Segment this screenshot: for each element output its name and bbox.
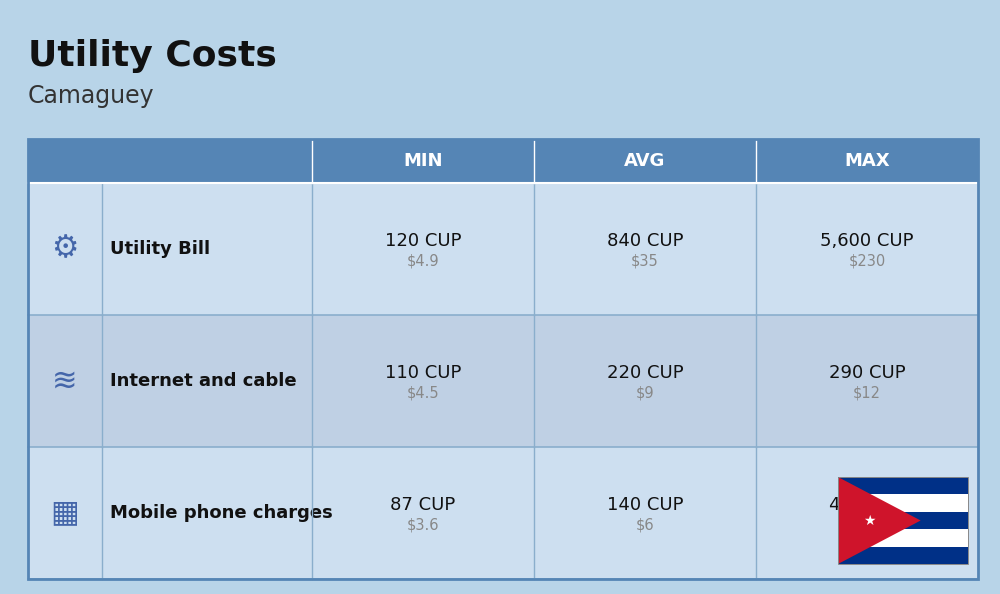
Text: ⚙: ⚙ — [51, 235, 79, 264]
Text: $6: $6 — [636, 517, 654, 532]
Text: 840 CUP: 840 CUP — [607, 232, 683, 250]
Text: MAX: MAX — [844, 152, 890, 170]
Bar — [838, 546, 968, 564]
Text: Mobile phone charges: Mobile phone charges — [110, 504, 333, 522]
Text: ≋: ≋ — [52, 366, 78, 396]
Text: Utility Costs: Utility Costs — [28, 39, 277, 73]
Text: Internet and cable: Internet and cable — [110, 372, 297, 390]
Text: MIN: MIN — [403, 152, 443, 170]
Text: 140 CUP: 140 CUP — [607, 496, 683, 514]
Text: $4.9: $4.9 — [407, 254, 439, 268]
Text: Camaguey: Camaguey — [28, 84, 155, 108]
Bar — [838, 494, 968, 512]
Text: 430 CUP: 430 CUP — [829, 496, 905, 514]
Bar — [28, 315, 978, 447]
Polygon shape — [838, 477, 921, 564]
Text: $3.6: $3.6 — [407, 517, 439, 532]
Bar — [838, 529, 968, 546]
Text: $9: $9 — [636, 386, 654, 400]
Text: $35: $35 — [631, 254, 659, 268]
Bar — [838, 512, 968, 529]
Text: $18: $18 — [853, 517, 881, 532]
Text: $230: $230 — [848, 254, 886, 268]
Text: 110 CUP: 110 CUP — [385, 364, 461, 382]
Text: 220 CUP: 220 CUP — [607, 364, 683, 382]
Text: 87 CUP: 87 CUP — [390, 496, 456, 514]
Text: 290 CUP: 290 CUP — [829, 364, 905, 382]
Text: ★: ★ — [863, 513, 876, 527]
Bar — [28, 183, 978, 315]
Text: AVG: AVG — [624, 152, 666, 170]
Text: 5,600 CUP: 5,600 CUP — [820, 232, 914, 250]
Text: ▦: ▦ — [51, 498, 79, 527]
Bar — [28, 139, 978, 579]
Bar — [28, 447, 978, 579]
Bar — [28, 139, 978, 183]
Bar — [838, 477, 968, 494]
Text: $12: $12 — [853, 386, 881, 400]
Text: $4.5: $4.5 — [407, 386, 439, 400]
Text: 120 CUP: 120 CUP — [385, 232, 461, 250]
Text: Utility Bill: Utility Bill — [110, 240, 210, 258]
Bar — [838, 477, 968, 564]
Bar — [28, 139, 312, 183]
